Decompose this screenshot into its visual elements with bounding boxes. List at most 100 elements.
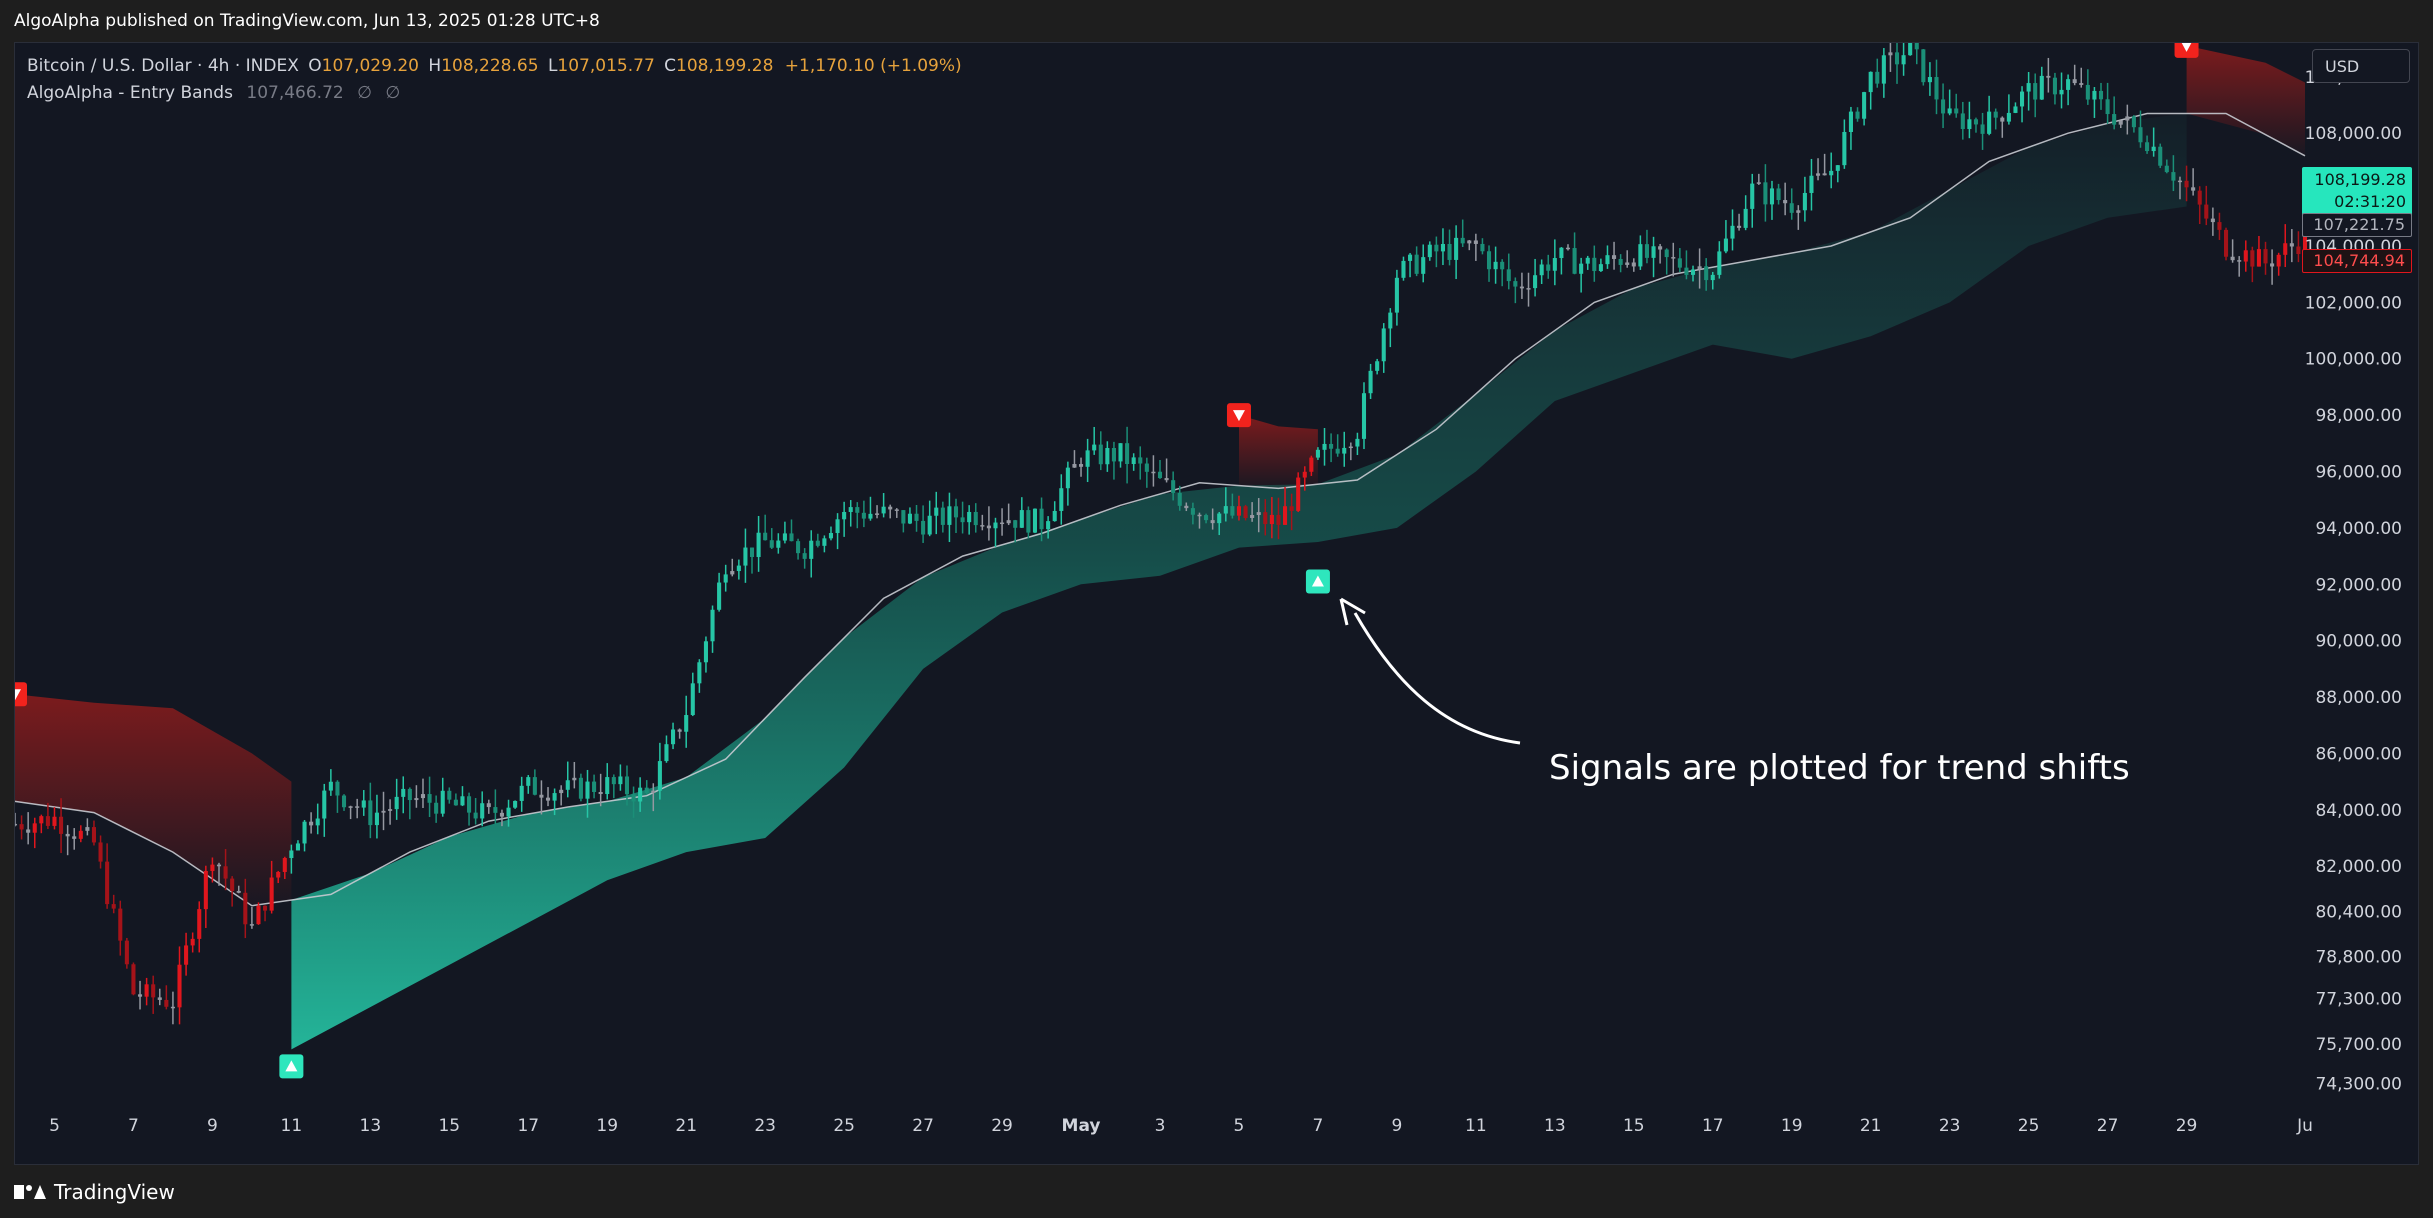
candle	[124, 937, 129, 969]
candle-body	[1934, 77, 1939, 100]
time-tick-label: 21	[1860, 1116, 1882, 1136]
candle-body	[809, 540, 814, 559]
candle-body	[2263, 249, 2268, 264]
candle	[1881, 48, 1886, 98]
publisher-header: AlgoAlpha published on TradingView.com, …	[0, 0, 2433, 42]
candle	[671, 722, 676, 750]
candle-body	[1177, 492, 1182, 506]
candle	[1078, 457, 1084, 477]
candle-body	[1730, 225, 1735, 239]
candle	[2184, 165, 2189, 202]
close-key: C	[664, 56, 677, 76]
symbol-title[interactable]: Bitcoin / U.S. Dollar · 4h · INDEX	[27, 56, 299, 76]
candle-body	[1690, 269, 1696, 275]
candle-body	[473, 812, 478, 819]
candle-body	[1927, 77, 1932, 83]
candle	[309, 812, 314, 834]
candle	[1677, 248, 1682, 273]
candle-body	[1164, 478, 1169, 481]
candle-body	[1881, 55, 1886, 84]
candle	[1059, 474, 1064, 525]
candle	[717, 572, 722, 612]
candle	[2217, 212, 2222, 240]
candle	[1177, 485, 1182, 511]
candle-body	[1605, 255, 1610, 265]
candle	[15, 812, 18, 827]
candle-body	[2020, 91, 2025, 107]
time-tick-label: 25	[2018, 1116, 2040, 1136]
candle-body	[1447, 243, 1452, 260]
candle	[137, 980, 143, 1010]
candle-body	[276, 871, 281, 878]
candle	[940, 501, 945, 533]
candle-body	[611, 777, 616, 785]
candle	[1256, 498, 1261, 533]
candle	[2296, 231, 2301, 263]
candle-body	[59, 816, 64, 834]
time-tick-label: 23	[1939, 1116, 1961, 1136]
annotation-text: Signals are plotted for trend shifts	[1549, 748, 2130, 788]
time-tick-label: 25	[833, 1116, 855, 1136]
candle	[493, 789, 498, 825]
price-chart[interactable]: Signals are plotted for trend shifts 11 0…	[15, 43, 2420, 1166]
down-triangle-icon	[2181, 43, 2192, 52]
currency-button[interactable]: USD	[2312, 49, 2410, 83]
candle	[1309, 455, 1314, 476]
candle-body	[921, 520, 926, 535]
bull-entry-band	[291, 113, 2187, 1050]
candle	[1210, 508, 1215, 530]
candle	[2020, 86, 2025, 123]
candle-body	[1480, 243, 1485, 252]
candle	[1513, 277, 1518, 304]
candle	[1625, 250, 1630, 268]
time-tick-label: 15	[438, 1116, 460, 1136]
candle-body	[1572, 248, 1577, 274]
candle-body	[1006, 520, 1011, 524]
candle	[407, 787, 412, 820]
candle	[1908, 43, 1913, 56]
candle	[684, 695, 689, 748]
candle-body	[2283, 243, 2288, 255]
chart-pane[interactable]: Signals are plotted for trend shifts 11 0…	[14, 42, 2419, 1165]
candle-body	[210, 864, 215, 871]
indicator-name[interactable]: AlgoAlpha - Entry Bands	[27, 83, 233, 103]
candle-body	[1460, 237, 1465, 244]
candle-body	[914, 513, 919, 521]
candle	[355, 798, 360, 819]
candle	[1381, 323, 1386, 373]
candle	[1592, 245, 1597, 282]
tradingview-brand[interactable]: TradingView	[14, 1179, 175, 1205]
candle	[1315, 447, 1320, 460]
candle	[1026, 506, 1031, 539]
candle	[1914, 43, 1919, 65]
candle-body	[486, 803, 491, 808]
candle	[1941, 83, 1946, 129]
time-tick-label: 13	[360, 1116, 382, 1136]
candle-body	[565, 780, 570, 790]
candle-body	[52, 816, 57, 826]
candle-body	[756, 532, 761, 558]
candle-body	[263, 905, 268, 911]
candle	[1671, 242, 1676, 277]
candle-body	[1750, 183, 1755, 209]
candle	[111, 894, 116, 914]
last-price-value: 108,199.28	[2314, 170, 2406, 189]
candle-body	[664, 744, 669, 762]
candle-body	[802, 553, 807, 559]
candle-body	[1710, 274, 1715, 281]
candle	[381, 791, 386, 831]
candle	[2085, 69, 2090, 105]
candle-body	[1717, 251, 1722, 275]
candle	[1862, 91, 1867, 126]
candle	[1427, 241, 1432, 261]
candle	[2171, 155, 2176, 192]
candle-body	[1809, 175, 1814, 193]
candle-body	[1500, 261, 1505, 270]
candle	[26, 812, 31, 845]
candle-body	[1559, 247, 1564, 259]
candle	[664, 735, 669, 763]
basis-line	[15, 112, 2306, 907]
time-axis[interactable]: 5 7 9 11 13 15 17 19 21 23 25 27 29 May 3 5 7 9 11 13 15 17 19…	[49, 1116, 2313, 1136]
candle-body	[401, 788, 406, 797]
candle-body	[1013, 520, 1018, 528]
